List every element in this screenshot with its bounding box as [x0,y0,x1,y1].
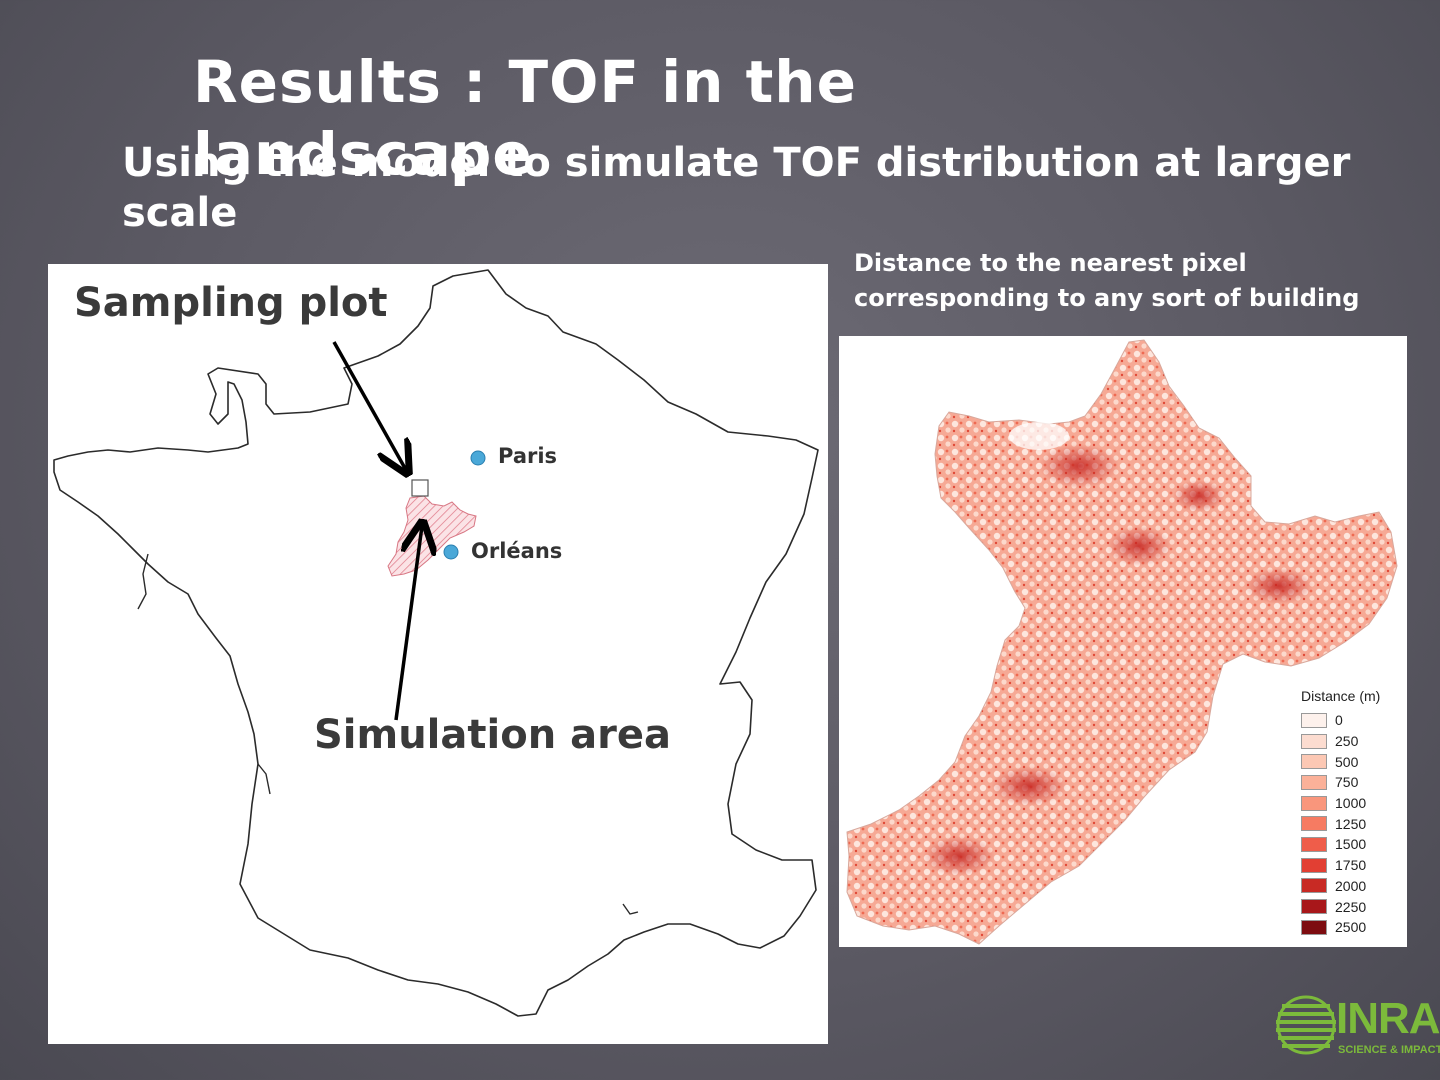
distance-map-panel: Distance (m) 0 250 500 750 1000 1250 1500 1750 2… [839,336,1407,947]
city-label-orleans: Orléans [471,539,563,563]
legend-row: 2500 [1301,917,1401,938]
sampling-arrow [332,341,406,470]
legend-row: 1750 [1301,855,1401,876]
distance-map [846,339,1398,945]
legend-label: 1500 [1335,836,1367,853]
legend-swatch [1301,795,1327,811]
sampling-plot-marker [411,479,429,497]
legend-swatch [1301,712,1327,728]
legend-label: 2000 [1335,877,1367,894]
legend-label: 2500 [1335,919,1367,936]
france-outline [53,269,819,1017]
orleans-dot [443,544,459,560]
legend-swatch [1301,899,1327,915]
legend-row: 250 [1301,731,1401,752]
legend-label: 250 [1335,733,1359,750]
legend-title: Distance (m) [1301,688,1381,704]
simulation-arrow [394,526,422,721]
legend-row: 2000 [1301,876,1401,897]
legend-row: 750 [1301,772,1401,793]
legend-label: 1750 [1335,857,1367,874]
france-map [53,269,819,1017]
sampling-plot-label: Sampling plot [74,280,388,326]
caption-line-1: Distance to the nearest pixel [854,249,1247,277]
legend-row: 1000 [1301,793,1401,814]
slide-subtitle: Using the model to simulate TOF distribu… [122,140,1351,236]
paris-dot [470,450,486,466]
inra-logo-tagline: SCIENCE & IMPACT [1338,1044,1440,1056]
legend-swatch [1301,754,1327,770]
legend-row: 0 [1301,710,1401,731]
legend-label: 2250 [1335,898,1367,915]
legend-label: 0 [1335,712,1343,729]
legend-label: 500 [1335,753,1359,770]
legend-label: 1000 [1335,795,1367,812]
caption-line-2: corresponding to any sort of building [854,284,1360,312]
legend-label: 1250 [1335,815,1367,832]
distance-region [846,339,1398,945]
legend-label: 750 [1335,774,1359,791]
legend-swatch [1301,733,1327,749]
inra-logo: INRA SCIENCE & IMPACT [1276,992,1440,1062]
slide-title: Results : TOF in the landscape [193,48,857,188]
legend-row: 1250 [1301,813,1401,834]
france-map-panel: Sampling plot Simulation area Paris Orlé… [48,264,828,1044]
legend-row: 1500 [1301,834,1401,855]
legend-swatch [1301,774,1327,790]
legend-swatch [1301,919,1327,935]
simulation-area-label: Simulation area [314,712,671,758]
legend-row: 2250 [1301,896,1401,917]
legend-swatch [1301,878,1327,894]
distance-map-caption: Distance to the nearest pixel correspond… [854,246,1414,316]
distance-legend: Distance (m) 0 250 500 750 1000 1250 1500 1750 2… [1301,688,1401,938]
inra-emblem-icon [1276,995,1336,1055]
inra-logo-text: INRA [1336,994,1440,1043]
legend-swatch [1301,836,1327,852]
city-label-paris: Paris [498,444,558,468]
legend-swatch [1301,816,1327,832]
legend-swatch [1301,857,1327,873]
legend-row: 500 [1301,751,1401,772]
